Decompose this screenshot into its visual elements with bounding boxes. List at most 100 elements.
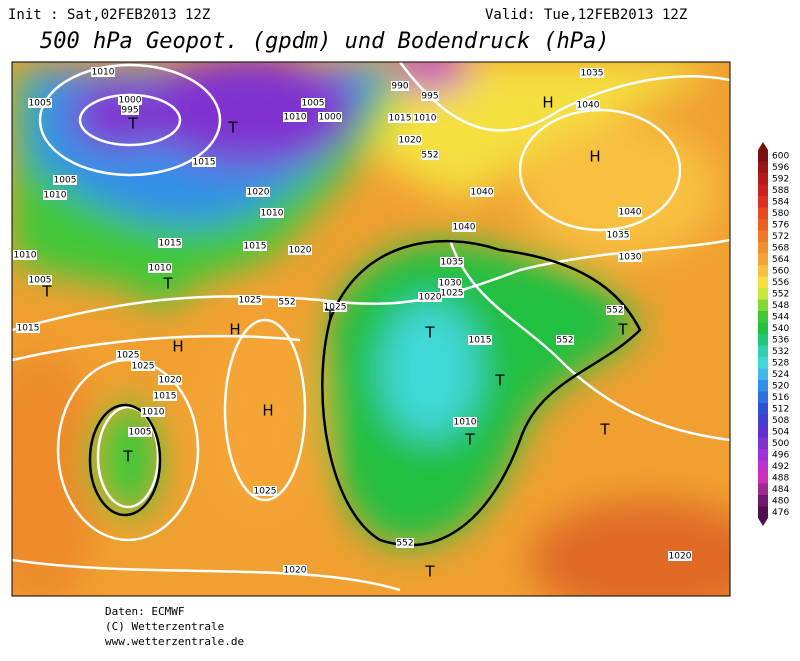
colorbar-swatch [758,414,768,426]
valid-time: Valid: Tue,12FEB2013 12Z [485,7,687,23]
map-label-bg [91,67,115,77]
map-label-group: H [229,321,240,339]
isobar-label: 1015 [159,239,182,249]
map-label-bg [470,187,494,197]
pressure-center: T [162,275,173,293]
map-label-bg [141,407,165,417]
isobar-label: 1025 [132,362,155,372]
colorbar-label: 484 [772,485,789,495]
colorbar-swatch [758,449,768,461]
map-label-group: H [172,338,183,356]
map-label-group: H [262,402,273,420]
isobar-label: 1010 [14,251,37,261]
map-label-group: 1035 [440,257,464,268]
map-title: 500 hPa Geopot. (gpdm) und Bodendruck (h… [40,29,610,54]
isobar-label: 1025 [254,487,277,497]
pressure-center: H [172,338,183,356]
isobar-label: 1005 [29,99,52,109]
map-label-group: 995 [421,91,439,102]
map-label-group: 552 [421,150,439,161]
isobar-label: 1025 [441,289,464,299]
colorbar-label: 476 [772,508,789,518]
map-label-bg [153,391,177,401]
colorbar-label: 552 [772,289,789,299]
colorbar-swatch [758,173,768,185]
map-label-bg [158,238,182,248]
isobar-label: 1035 [581,69,604,79]
isobar-label: 1020 [669,552,692,562]
map-label-bg [243,241,267,251]
map-label-group: 1015 [16,323,40,334]
map-label-group: 1005 [28,275,52,286]
isobar-label: 1020 [399,136,422,146]
colorbar-swatch [758,219,768,231]
isobar-label: 1025 [117,351,140,361]
pressure-center: T [617,321,628,339]
map-label-bg [580,68,604,78]
isobar-label: 1010 [454,418,477,428]
map-label-bg [468,335,492,345]
map-label-bg [288,245,312,255]
colorbar-label: 516 [772,393,789,403]
map-label-bg [391,81,409,91]
map-label-group: 1040 [470,187,494,198]
map-label-group: T [464,431,475,449]
map-label-group: 1025 [116,350,140,361]
map-label-group: 1025 [253,486,277,497]
map-label-group: T [41,283,52,301]
pressure-center: T [227,119,238,137]
map-label-bg [128,427,152,437]
map-label-bg [116,350,140,360]
pressure-center: H [262,402,273,420]
isobar-label: 1000 [119,96,142,106]
colorbar-label: 572 [772,232,789,242]
isobar-label: 1010 [414,114,437,124]
map-label-group: T [162,275,173,293]
footer-source: Daten: ECMWF [105,605,184,618]
map-label-bg [452,222,476,232]
colorbar-swatch [758,437,768,449]
map-label-group: 1005 [128,427,152,438]
map-label-bg [238,295,262,305]
map-label-group: 1010 [413,113,437,124]
map-label-group: 1000 [318,112,342,123]
map-label-bg [16,323,40,333]
isobar-label: 1000 [319,113,342,123]
map-label-bg [606,230,630,240]
isobar-label: 1015 [389,114,412,124]
map-label-bg [421,91,439,101]
isobar-label: 1015 [469,336,492,346]
isobars [12,62,730,592]
isobar-label: 1010 [261,209,284,219]
colorbar-swatch [758,288,768,300]
map-label-group: 1000 [118,95,142,106]
isobar-label: 1035 [441,258,464,268]
isobar-label: 1040 [453,223,476,233]
map-label-group: 1035 [606,230,630,241]
colorbar-swatch [758,368,768,380]
pressure-center: T [494,372,505,390]
pressure-center: H [229,321,240,339]
pressure-center: H [542,94,553,112]
colorbar-label: 548 [772,301,789,311]
isobar-label: 1005 [302,99,325,109]
isobar-label: 552 [278,298,295,308]
map-label-group: 1010 [148,263,172,274]
map-label-group: 1010 [91,67,115,78]
colorbar-swatch [758,242,768,254]
map-label-bg [323,302,347,312]
colorbar-swatch [758,380,768,392]
colorbar-label: 540 [772,324,789,334]
map-label-bg [43,190,67,200]
map-label-group: 1020 [283,565,307,576]
pressure-center: T [424,324,435,342]
map-label-group: 1030 [618,252,642,263]
isobar-label: 1040 [471,188,494,198]
map-label-bg [246,187,270,197]
map-label-group: T [127,115,138,133]
map-label-group: 1040 [576,100,600,111]
colorbar-label: 592 [772,174,789,184]
colorbar-swatch [758,460,768,472]
map-label-group: H [589,148,600,166]
map-label-bg [398,135,422,145]
